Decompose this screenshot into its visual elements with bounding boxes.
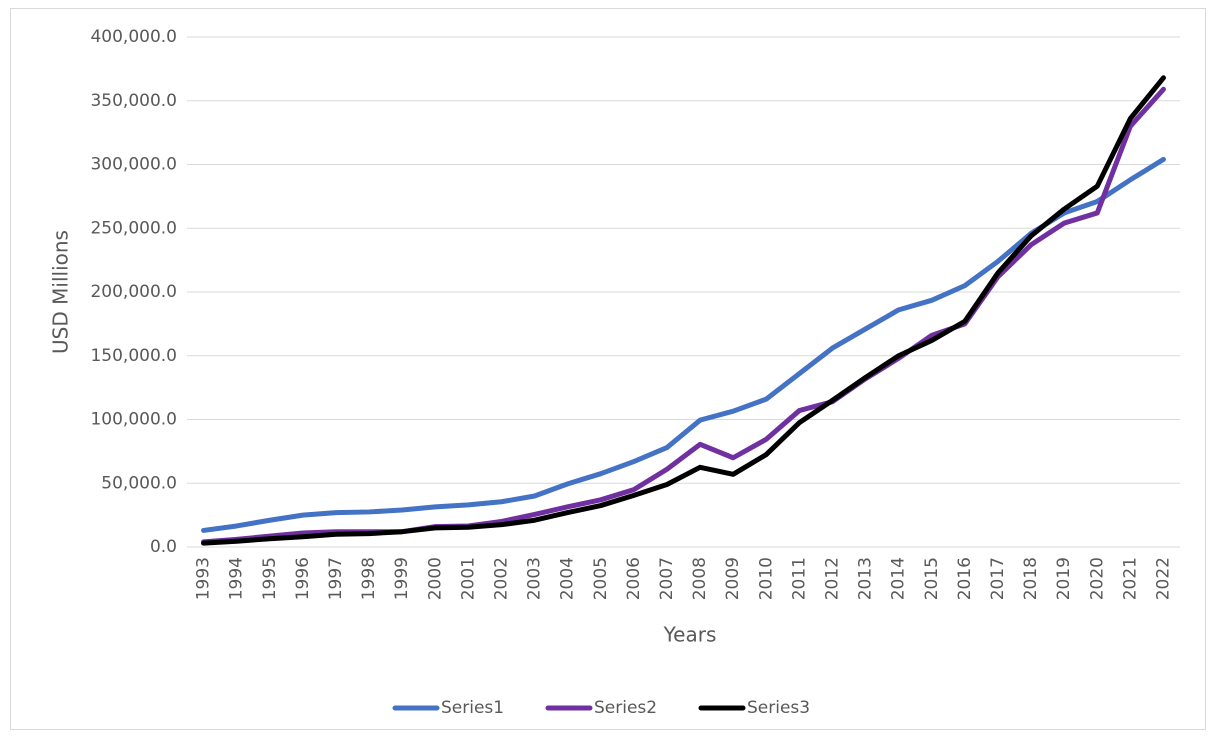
x-tick-label: 2009 <box>723 557 743 600</box>
x-tick-label: 1998 <box>359 557 379 600</box>
x-tick-label: 2005 <box>591 557 611 600</box>
legend-label: Series1 <box>441 698 504 718</box>
x-tick-label: 2021 <box>1120 557 1140 600</box>
x-tick-label: 2019 <box>1054 557 1074 600</box>
x-tick-label: 1999 <box>392 557 412 600</box>
y-tick-label: 0.0 <box>150 537 177 557</box>
series-line <box>201 156 1166 533</box>
x-tick-label: 2010 <box>756 557 776 600</box>
x-tick-label: 2013 <box>856 557 876 600</box>
x-tick-label: 2011 <box>789 557 809 600</box>
y-tick-label: 250,000.0 <box>90 218 177 238</box>
y-tick-label: 150,000.0 <box>90 346 177 366</box>
x-tick-label: 2003 <box>525 557 545 600</box>
y-tick-label: 400,000.0 <box>90 27 177 47</box>
y-tick-label: 300,000.0 <box>90 155 177 175</box>
x-tick-label: 2017 <box>988 557 1008 600</box>
x-axis-title: Years <box>663 623 717 647</box>
x-tick-label: 2002 <box>491 557 511 600</box>
chart-border <box>10 8 1206 730</box>
x-tick-label: 2001 <box>458 557 478 600</box>
y-tick-label: 50,000.0 <box>101 473 177 493</box>
x-tick-label: 2015 <box>922 557 942 600</box>
x-tick-label: 1997 <box>326 557 346 600</box>
x-tick-label: 2016 <box>955 557 975 600</box>
y-tick-label: 200,000.0 <box>90 282 177 302</box>
x-tick-label: 2007 <box>657 557 677 600</box>
x-tick-label: 2020 <box>1087 557 1107 600</box>
x-tick-label: 2004 <box>558 557 578 600</box>
y-tick-label: 100,000.0 <box>90 410 177 430</box>
x-tick-label: 2022 <box>1153 557 1173 600</box>
x-tick-label: 2014 <box>889 557 909 600</box>
x-tick-label: 2006 <box>624 557 644 600</box>
legend-label: Series3 <box>747 698 810 718</box>
x-tick-label: 2000 <box>425 557 445 600</box>
x-tick-label: 2018 <box>1021 557 1041 600</box>
x-tick-label: 1995 <box>260 557 280 600</box>
y-axis-title: USD Millions <box>49 230 73 354</box>
x-tick-label: 2008 <box>690 557 710 600</box>
x-tick-label: 1994 <box>227 557 247 600</box>
x-tick-label: 2012 <box>822 557 842 600</box>
y-tick-label: 350,000.0 <box>90 91 177 111</box>
series-line <box>201 75 1166 546</box>
x-tick-label: 1993 <box>194 557 214 600</box>
x-tick-label: 1996 <box>293 557 313 600</box>
legend-label: Series2 <box>594 698 657 718</box>
